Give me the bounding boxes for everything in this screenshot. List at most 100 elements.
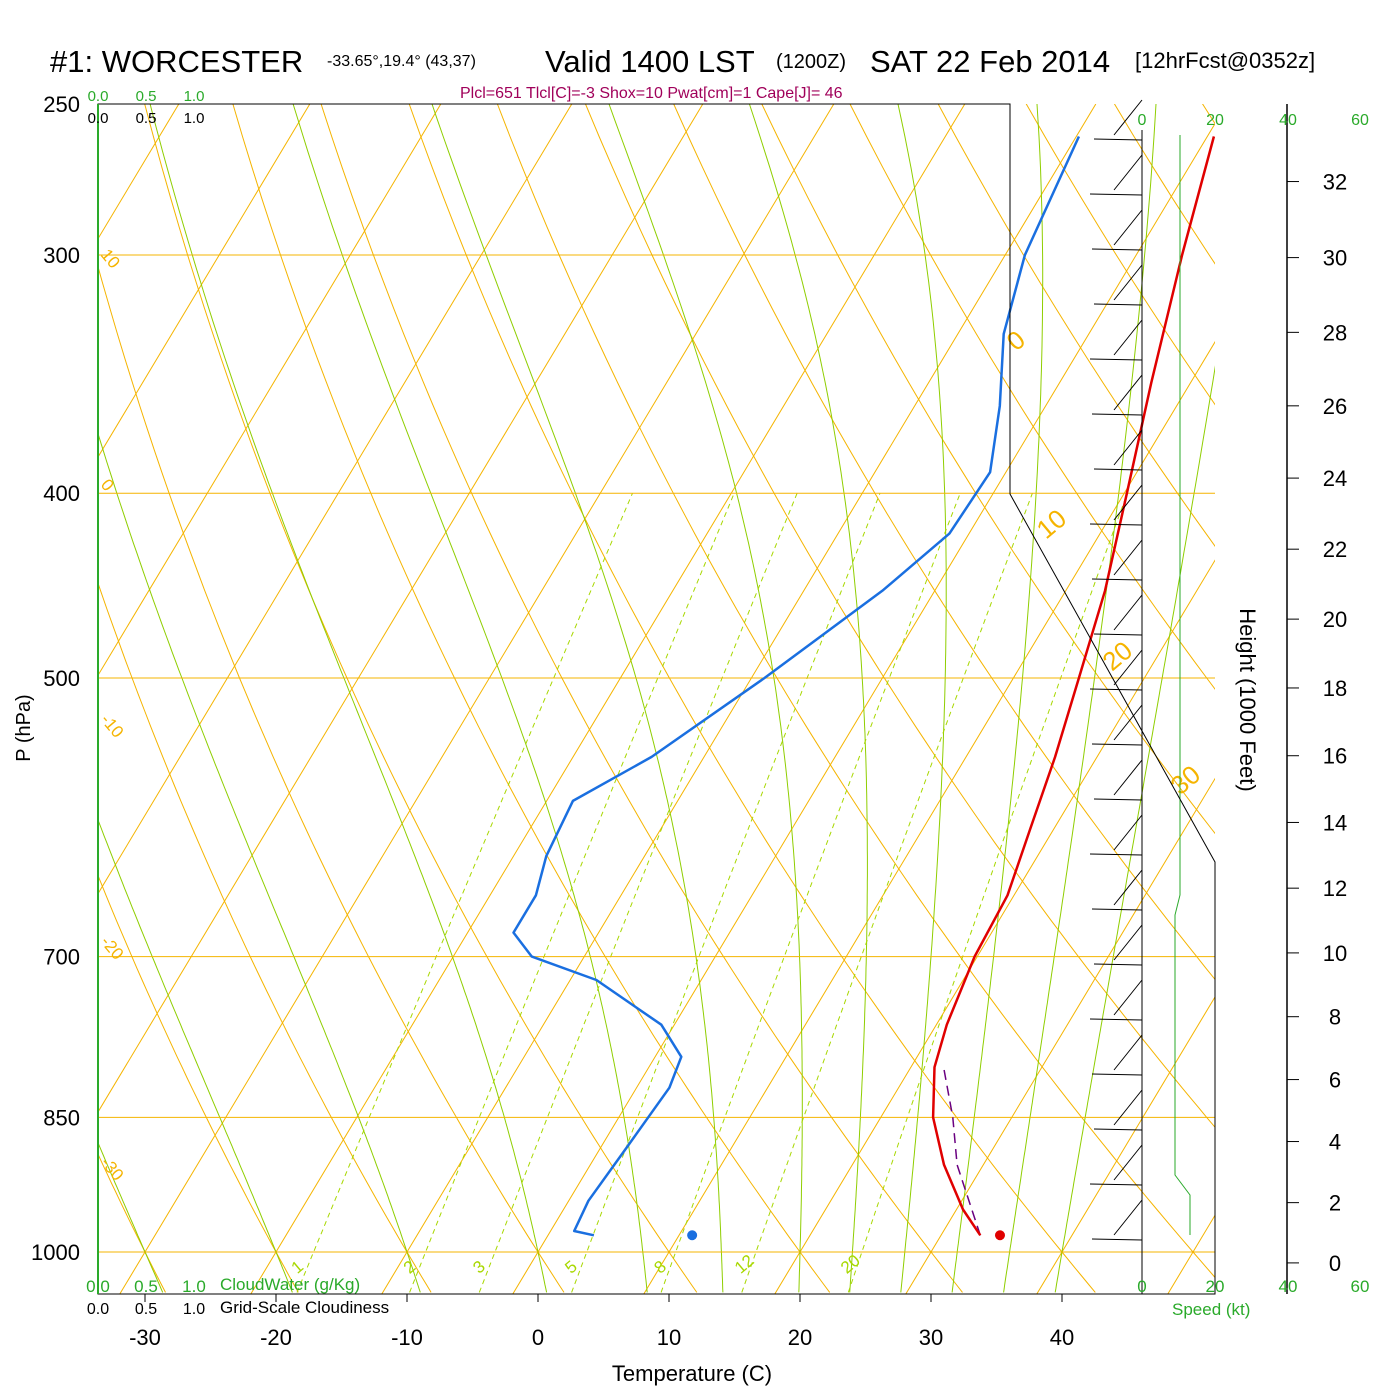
x-tick-label: 30	[919, 1325, 943, 1350]
wind-barb	[1091, 209, 1143, 251]
mixing-ratio-label: 12	[731, 1251, 758, 1278]
wind-barb	[1093, 99, 1143, 141]
wind-barb-staff	[1091, 1238, 1143, 1241]
y-axis-label: P (hPa)	[13, 694, 35, 761]
wind-barb-staff	[1091, 1073, 1143, 1076]
y2-tick-label: 24	[1323, 466, 1347, 491]
dry-adiabat-line	[408, 104, 1096, 1293]
cloud-tick-top-green: 0.0	[88, 88, 109, 105]
y-tick-label: 300	[43, 243, 80, 268]
speed-tick-top: 60	[1351, 112, 1369, 129]
y2-tick-label: 28	[1323, 320, 1347, 345]
y2-tick-label: 22	[1323, 537, 1347, 562]
y2-tick-label: 30	[1323, 246, 1347, 271]
speed-tick-bottom: 40	[1279, 1277, 1298, 1296]
mixing-ratio-line	[571, 493, 881, 1293]
moist-adiabat-line	[951, 104, 1044, 1293]
moist-adiabat-line	[98, 818, 293, 1293]
wind-barb	[1093, 264, 1143, 306]
y-tick-label: 250	[43, 92, 80, 117]
cloud-tick-top-black: 0.5	[136, 110, 157, 127]
y2-tick-label: 4	[1329, 1130, 1341, 1155]
cloud-tick-top-black: 1.0	[184, 110, 205, 127]
dry-adiabat-line	[98, 1152, 166, 1293]
wind-barb-flag	[1113, 264, 1143, 301]
speed-tick-bottom: 0	[1137, 1277, 1146, 1296]
moist-adiabat-label: 30	[1165, 759, 1206, 801]
isotherm-line	[905, 777, 1215, 1294]
station-coords: -33.65°,19.4° (43,37)	[327, 53, 476, 70]
speed-tick-top: 20	[1206, 112, 1224, 129]
dry-adiabat-line	[1202, 104, 1215, 125]
valid-date: SAT 22 Feb 2014	[870, 44, 1110, 79]
y-tick-label: 400	[43, 481, 80, 506]
x-tick-label: 0	[532, 1325, 544, 1350]
surface-temperature-point	[994, 1230, 1005, 1241]
moist-adiabat-line	[98, 1141, 164, 1293]
wind-barb-staff	[1091, 578, 1143, 581]
wind-barb-staff	[1091, 908, 1143, 911]
isotherm-line	[98, 104, 573, 895]
moist-adiabat-line	[748, 104, 868, 1293]
moist-adiabat-label: 10	[1031, 503, 1072, 545]
wind-barb-staff	[1091, 743, 1143, 746]
dry-adiabat-line	[1356, 70, 1400, 1292]
dry-adiabat-line	[496, 104, 1215, 1279]
wind-barb-flag	[1113, 374, 1143, 411]
wind-barb-staff	[1089, 358, 1143, 361]
wind-barb-flag	[1113, 649, 1143, 686]
y2-tick-label: 18	[1323, 676, 1347, 701]
wind-barb-flag	[1113, 319, 1143, 356]
mixing-ratio-line	[741, 493, 1033, 1293]
moist-adiabat-line	[897, 104, 947, 1293]
x-tick-label: -30	[129, 1325, 161, 1350]
y2-tick-label: 12	[1323, 876, 1347, 901]
wind-barb-flag	[1113, 1034, 1143, 1071]
moist-adiabat-line	[149, 104, 548, 1293]
dry-adiabat-line	[98, 264, 565, 1293]
wind-barb	[1089, 649, 1143, 691]
y2-axis-label: Height (1000 Feet)	[1235, 608, 1260, 791]
y2-tick-label: 32	[1323, 170, 1347, 195]
wind-barb	[1093, 1089, 1143, 1131]
wind-barb	[1089, 484, 1143, 526]
wind-barb-staff	[1089, 523, 1143, 526]
wind-barb-staff	[1093, 138, 1143, 141]
wind-barb	[1091, 539, 1143, 581]
wind-barb-staff	[1091, 413, 1143, 416]
cloud-tick-bottom-green: 0.0	[86, 1277, 110, 1296]
isobar-lines	[98, 103, 1215, 1253]
wind-barb	[1091, 869, 1143, 911]
wind-barb-staff	[1093, 303, 1143, 306]
x-tick-label: 20	[788, 1325, 812, 1350]
y2-tick-label: 0	[1329, 1251, 1341, 1276]
wind-barb-flag	[1113, 484, 1143, 521]
isotherm-line	[774, 559, 1215, 1294]
adiabat-label: -20	[97, 932, 127, 963]
mixing-ratio-line	[660, 493, 961, 1293]
wind-barb	[1091, 374, 1143, 416]
mixing-ratio-line	[296, 493, 633, 1293]
wind-barb	[1089, 814, 1143, 856]
moist-adiabat-line	[431, 104, 724, 1293]
wind-barb	[1091, 1199, 1143, 1241]
moist-adiabat-line	[1054, 365, 1215, 1293]
wind-barb-flag	[1113, 814, 1143, 851]
mixing-ratio-line	[478, 493, 798, 1293]
wind-barb-flag	[1113, 1089, 1143, 1126]
y2-tick-label: 26	[1323, 394, 1347, 419]
wind-barb-flag	[1113, 979, 1143, 1016]
wind-barb-staff	[1089, 193, 1143, 196]
wind-barb-flag	[1113, 759, 1143, 796]
wind-barb	[1093, 924, 1143, 966]
wind-barbs	[1089, 99, 1191, 1241]
wind-barb-flag	[1113, 704, 1143, 741]
wind-barb	[1089, 1144, 1143, 1186]
wind-barb-staff	[1093, 798, 1143, 801]
isotherm-line	[98, 104, 442, 677]
parcel-path-line	[942, 1067, 982, 1236]
adiabat-label: 10	[97, 245, 124, 272]
x-tick-label: -10	[391, 1325, 423, 1350]
